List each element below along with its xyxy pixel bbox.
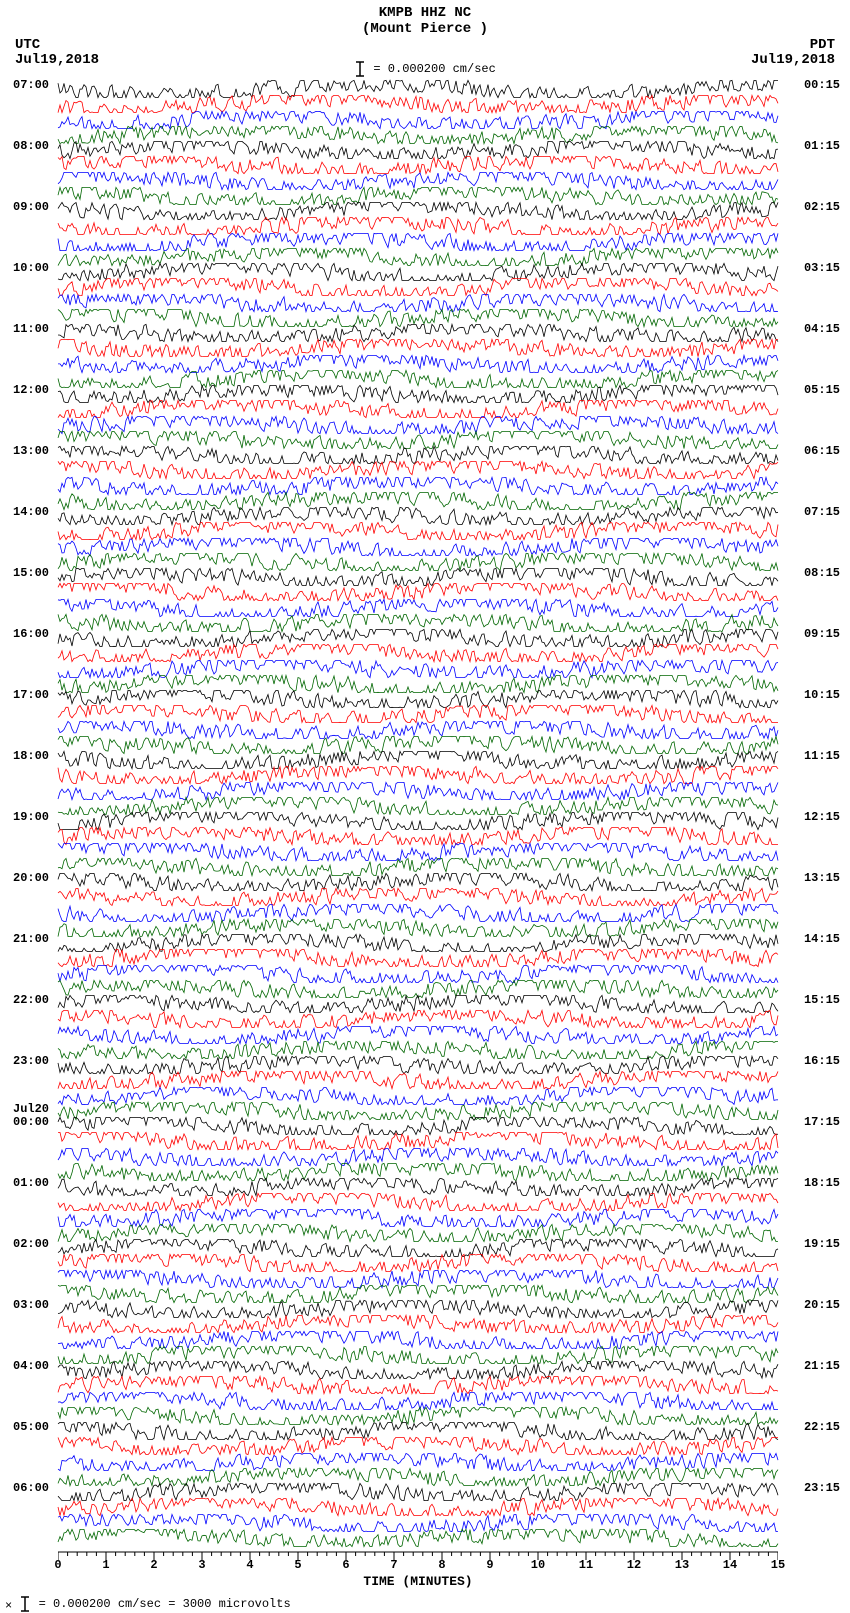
footer-legend: × = 0.000200 cm/sec = 3000 microvolts bbox=[5, 1595, 291, 1613]
x-tick-label: 8 bbox=[438, 1558, 445, 1572]
x-tick-label: 15 bbox=[771, 1558, 785, 1572]
right-time-label: 23:15 bbox=[804, 1481, 840, 1495]
x-axis-label: TIME (MINUTES) bbox=[58, 1574, 778, 1589]
right-tz-block: PDT Jul19,2018 bbox=[751, 38, 835, 69]
station-name: (Mount Pierce ) bbox=[0, 21, 850, 37]
right-time-label: 18:15 bbox=[804, 1176, 840, 1190]
left-time-label: 23:00 bbox=[13, 1054, 49, 1068]
left-time-label: 02:00 bbox=[13, 1237, 49, 1251]
scale-text: = 0.000200 cm/sec bbox=[373, 62, 495, 76]
left-tz: UTC bbox=[15, 38, 99, 53]
right-time-label: 09:15 bbox=[804, 627, 840, 641]
right-time-label: 07:15 bbox=[804, 505, 840, 519]
left-date: Jul19,2018 bbox=[15, 53, 99, 68]
x-tick-label: 6 bbox=[342, 1558, 349, 1572]
left-time-label: 13:00 bbox=[13, 444, 49, 458]
x-tick-label: 4 bbox=[246, 1558, 253, 1572]
right-time-label: 06:15 bbox=[804, 444, 840, 458]
right-date: Jul19,2018 bbox=[751, 53, 835, 68]
plot-area bbox=[58, 85, 778, 1550]
left-time-label: 05:00 bbox=[13, 1420, 49, 1434]
left-time-label: 03:00 bbox=[13, 1298, 49, 1312]
right-time-label: 22:15 bbox=[804, 1420, 840, 1434]
scale-bar-icon bbox=[354, 60, 366, 78]
right-time-label: 08:15 bbox=[804, 566, 840, 580]
x-tick-label: 10 bbox=[531, 1558, 545, 1572]
right-time-label: 12:15 bbox=[804, 810, 840, 824]
right-time-label: 01:15 bbox=[804, 139, 840, 153]
left-time-label: 17:00 bbox=[13, 688, 49, 702]
left-time-label: 19:00 bbox=[13, 810, 49, 824]
right-time-label: 00:15 bbox=[804, 78, 840, 92]
right-time-label: 02:15 bbox=[804, 200, 840, 214]
right-time-label: 19:15 bbox=[804, 1237, 840, 1251]
footer-text: = 0.000200 cm/sec = 3000 microvolts bbox=[39, 1597, 291, 1611]
x-axis-ticks-svg bbox=[58, 1550, 778, 1572]
right-time-label: 05:15 bbox=[804, 383, 840, 397]
scale-legend: = 0.000200 cm/sec bbox=[0, 60, 850, 78]
right-time-label: 04:15 bbox=[804, 322, 840, 336]
left-time-label: 16:00 bbox=[13, 627, 49, 641]
left-time-label: 15:00 bbox=[13, 566, 49, 580]
left-tz-block: UTC Jul19,2018 bbox=[15, 38, 99, 69]
seismic-trace bbox=[58, 1527, 778, 1549]
left-time-label: 04:00 bbox=[13, 1359, 49, 1373]
right-time-label: 03:15 bbox=[804, 261, 840, 275]
x-tick-label: 0 bbox=[54, 1558, 61, 1572]
right-time-label: 11:15 bbox=[804, 749, 840, 763]
x-tick-label: 13 bbox=[675, 1558, 689, 1572]
left-time-label: 22:00 bbox=[13, 993, 49, 1007]
helicorder-container: KMPB HHZ NC (Mount Pierce ) = 0.000200 c… bbox=[0, 0, 850, 1613]
left-time-label: 14:00 bbox=[13, 505, 49, 519]
left-time-label: 08:00 bbox=[13, 139, 49, 153]
right-time-label: 15:15 bbox=[804, 993, 840, 1007]
x-tick-label: 1 bbox=[102, 1558, 109, 1572]
station-id: KMPB HHZ NC bbox=[0, 5, 850, 21]
left-time-label: 21:00 bbox=[13, 932, 49, 946]
right-time-label: 20:15 bbox=[804, 1298, 840, 1312]
right-time-label: 21:15 bbox=[804, 1359, 840, 1373]
left-time-label: 20:00 bbox=[13, 871, 49, 885]
left-time-label: 01:00 bbox=[13, 1176, 49, 1190]
x-tick-label: 7 bbox=[390, 1558, 397, 1572]
right-time-label: 13:15 bbox=[804, 871, 840, 885]
right-time-label: 17:15 bbox=[804, 1115, 840, 1129]
x-tick-label: 14 bbox=[723, 1558, 737, 1572]
left-time-label: 00:00 bbox=[13, 1115, 49, 1129]
left-time-label: 10:00 bbox=[13, 261, 49, 275]
x-tick-label: 3 bbox=[198, 1558, 205, 1572]
footer-scale-bar-icon bbox=[19, 1595, 31, 1613]
right-time-label: 14:15 bbox=[804, 932, 840, 946]
x-tick-label: 12 bbox=[627, 1558, 641, 1572]
left-time-label: 11:00 bbox=[13, 322, 49, 336]
left-time-label: 07:00 bbox=[13, 78, 49, 92]
right-tz: PDT bbox=[751, 38, 835, 53]
left-time-label: 18:00 bbox=[13, 749, 49, 763]
x-tick-label: 2 bbox=[150, 1558, 157, 1572]
right-time-label: 16:15 bbox=[804, 1054, 840, 1068]
right-time-label: 10:15 bbox=[804, 688, 840, 702]
x-axis: 0123456789101112131415 TIME (MINUTES) bbox=[58, 1552, 778, 1592]
left-time-label: 06:00 bbox=[13, 1481, 49, 1495]
x-tick-label: 11 bbox=[579, 1558, 593, 1572]
utc-date-break: Jul20 bbox=[13, 1102, 49, 1116]
x-tick-label: 9 bbox=[486, 1558, 493, 1572]
left-time-label: 09:00 bbox=[13, 200, 49, 214]
x-tick-label: 5 bbox=[294, 1558, 301, 1572]
title-block: KMPB HHZ NC (Mount Pierce ) bbox=[0, 5, 850, 37]
left-time-label: 12:00 bbox=[13, 383, 49, 397]
